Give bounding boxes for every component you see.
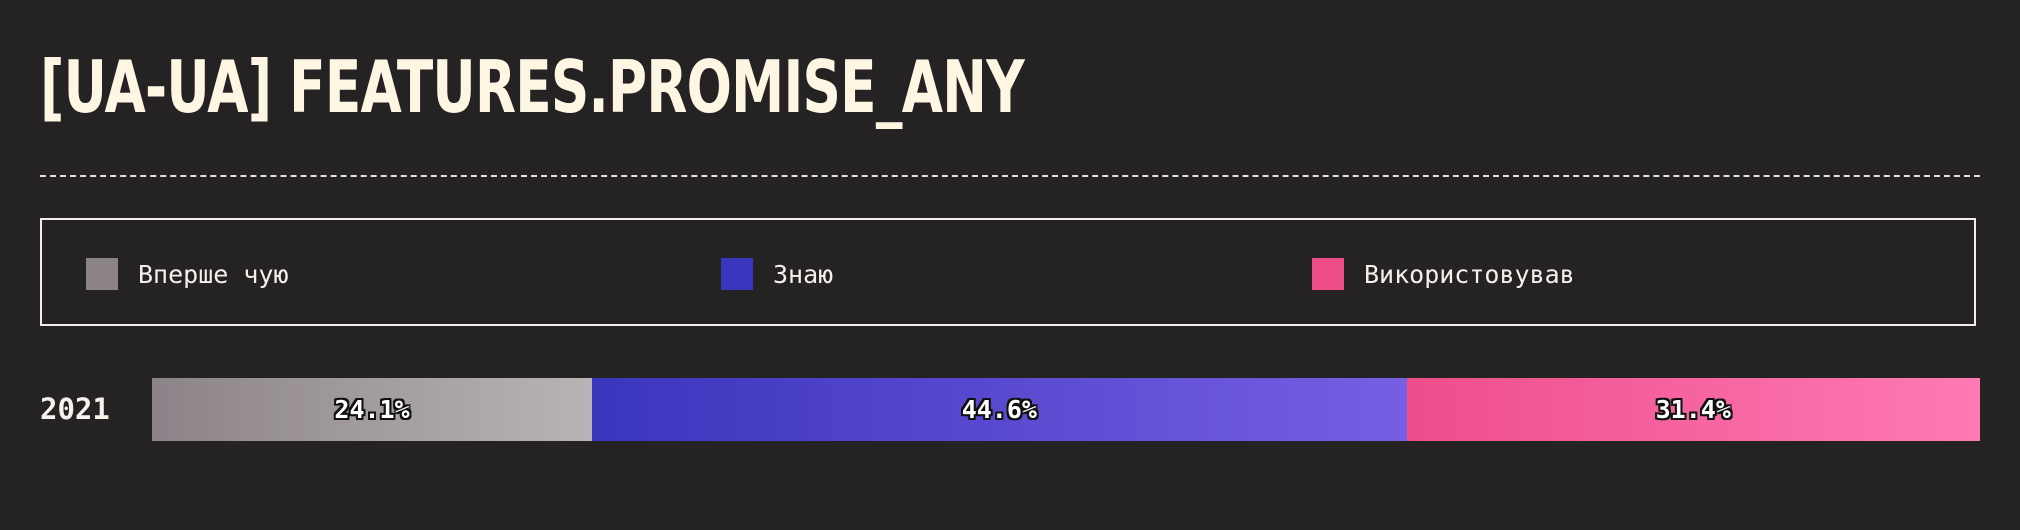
legend-label-know: Знаю [773, 259, 834, 289]
legend-swatch-know [721, 258, 753, 290]
bar-label-know: 44.6% [961, 395, 1037, 424]
bar-segment-used[interactable]: 31.4% [1406, 378, 1980, 441]
legend-item-used[interactable]: Використовував [1312, 258, 1575, 290]
chart-title: [UA-UA] FEATURES.PROMISE_ANY [40, 45, 1025, 129]
bar-label-used: 31.4% [1655, 395, 1731, 424]
legend-label-used: Використовував [1364, 259, 1575, 289]
bar-segment-first-time[interactable]: 24.1% [152, 378, 593, 441]
title-divider [40, 175, 1980, 177]
stacked-bar-2021: 24.1% 44.6% 31.4% [152, 378, 1980, 441]
legend-item-know[interactable]: Знаю [721, 258, 833, 290]
legend-label-first-time: Вперше чую [138, 259, 289, 289]
category-label-2021: 2021 [40, 392, 110, 426]
legend-swatch-first-time [86, 258, 118, 290]
legend-swatch-used [1312, 258, 1344, 290]
chart-legend: Вперше чую Знаю Використовував [40, 218, 1976, 326]
legend-item-first-time[interactable]: Вперше чую [86, 258, 289, 290]
bar-segment-know[interactable]: 44.6% [592, 378, 1407, 441]
bar-label-first-time: 24.1% [334, 395, 410, 424]
